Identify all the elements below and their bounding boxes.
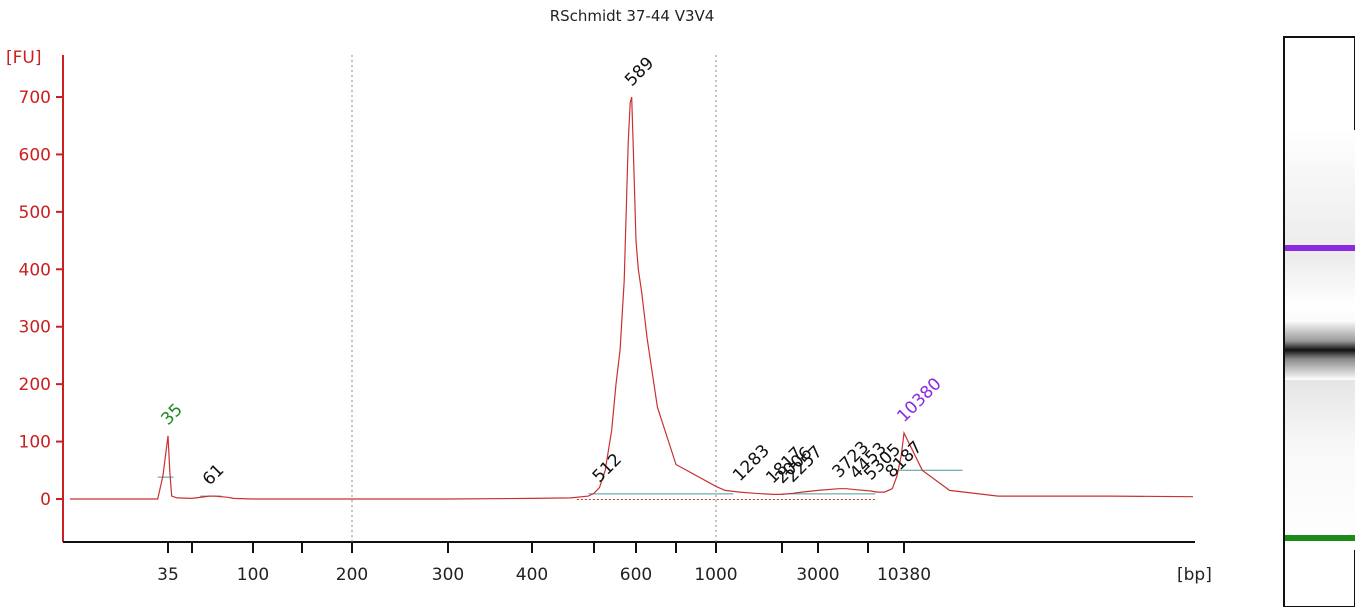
peak-label: 589	[621, 53, 658, 90]
x-tick-label: 100	[237, 565, 269, 585]
x-tick-label: 600	[620, 565, 652, 585]
x-tick-label: 200	[336, 565, 368, 585]
y-tick-label: 300	[19, 318, 51, 338]
x-tick-label: 35	[157, 565, 179, 585]
grid-lines	[351, 55, 717, 542]
y-tick-label: 0	[40, 490, 51, 510]
series-line	[70, 96, 1194, 500]
y-axis-label: [FU]	[6, 48, 42, 68]
peak-label: 35	[157, 400, 186, 429]
peak-label: 61	[199, 460, 228, 489]
y-tick-label: 100	[19, 433, 51, 453]
y-tick-label: 500	[19, 203, 51, 223]
x-tick-label: 3000	[796, 565, 839, 585]
y-ticks: 0 100 200 300 400 500 600 700	[19, 88, 63, 510]
gel-upper-marker-band	[1285, 245, 1355, 251]
y-tick-label: 200	[19, 375, 51, 395]
peak-label: 10380	[893, 374, 945, 426]
gel-lane	[1283, 36, 1355, 607]
gel-lower-marker-band	[1285, 535, 1355, 541]
y-tick-label: 700	[19, 88, 51, 108]
y-tick-label: 400	[19, 260, 51, 280]
x-tick-label: 1000	[694, 565, 737, 585]
x-tick-label: 400	[516, 565, 548, 585]
chart-title: RSchmidt 37-44 V3V4	[550, 7, 715, 25]
gel-sample-band	[1285, 320, 1355, 380]
series-trace	[70, 96, 1194, 500]
x-axis-label: [bp]	[1177, 565, 1212, 585]
peak-label: 512	[589, 450, 626, 487]
x-tick-label: 10380	[877, 565, 931, 585]
y-tick-label: 600	[19, 145, 51, 165]
x-ticks: 35 100 200 300 400 600 1000 3000 10380	[157, 542, 931, 585]
x-tick-label: 300	[432, 565, 464, 585]
peak-baselines	[157, 469, 963, 500]
